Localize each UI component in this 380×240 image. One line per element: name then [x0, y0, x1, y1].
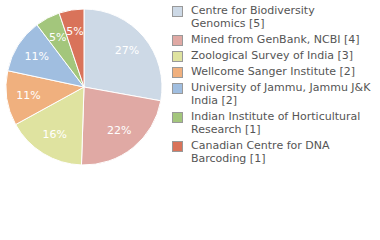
html-text:Centre for Biodiversity Genomi: Centre for Biodiversity Genomics [5]	[191, 4, 315, 30]
html-text:Mined from GenBank, NCBI [4]: Mined from GenBank, NCBI [4]	[191, 33, 360, 46]
svg-text:22%: 22%	[107, 124, 131, 137]
html-text:Canadian Centre for DNA Barcod: Canadian Centre for DNA Barcoding [1]	[191, 139, 330, 165]
html-text:Indian Institute of Horticultu: Indian Institute of Horticultural Resear…	[191, 110, 361, 136]
svg-text:5%: 5%	[66, 25, 83, 38]
svg-text:11%: 11%	[16, 89, 40, 102]
svg-text:27%: 27%	[115, 44, 139, 57]
html-text:Zoological Survey of India [3]: Zoological Survey of India [3]	[191, 49, 354, 62]
svg-text:11%: 11%	[24, 50, 48, 63]
svg-text:16%: 16%	[42, 128, 66, 141]
html-text:Wellcome Sanger Institute [2]: Wellcome Sanger Institute [2]	[191, 65, 356, 78]
html-text:University of Jammu, Jammu J&K: University of Jammu, Jammu J&K India [2]	[191, 81, 371, 107]
svg-text:5%: 5%	[49, 31, 66, 44]
